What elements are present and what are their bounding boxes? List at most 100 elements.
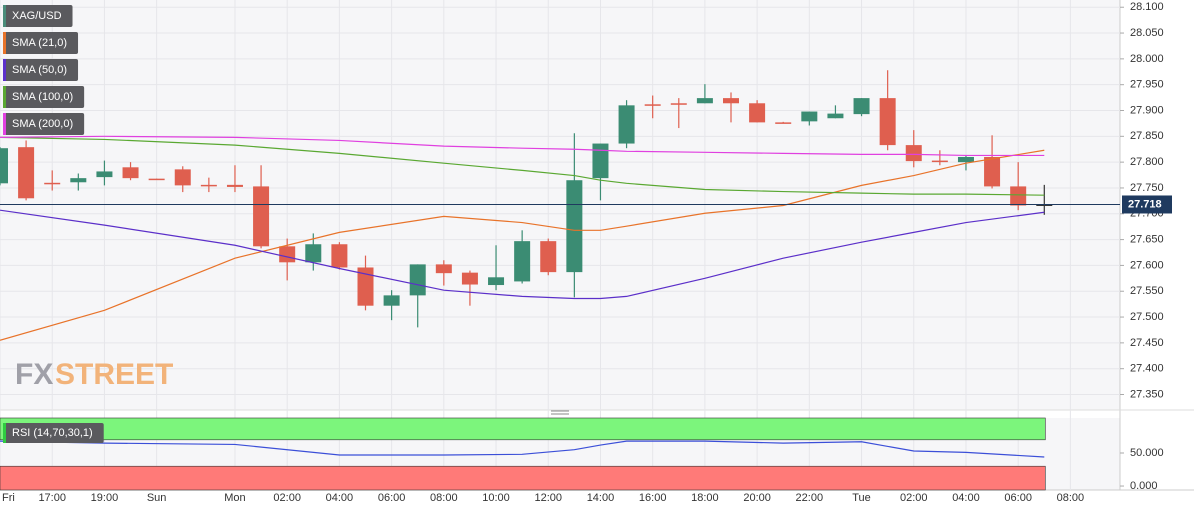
legend-swatch — [3, 5, 6, 27]
candle-body — [801, 111, 818, 122]
candle-body — [957, 156, 974, 163]
candle-body — [305, 244, 322, 263]
x-tick-label: Mon — [224, 492, 245, 504]
candle-body — [1010, 186, 1027, 206]
x-tick-label: 20:00 — [743, 492, 771, 504]
legend-item: SMA (50,0) — [3, 59, 79, 81]
y-tick-label: 27.800 — [1130, 156, 1164, 168]
candle-body — [905, 145, 922, 162]
y-tick-label: 27.400 — [1130, 363, 1164, 375]
x-tick-label: 17:00 — [38, 492, 66, 504]
y-tick-label: 28.000 — [1130, 53, 1164, 65]
candle-body — [409, 264, 426, 296]
y-tick-label: 27.450 — [1130, 337, 1164, 349]
legend-label: RSI (14,70,30,1) — [12, 427, 93, 439]
candle-body — [357, 267, 374, 306]
candle-body — [148, 178, 165, 181]
candle-body — [879, 98, 896, 146]
y-tick-label: 27.750 — [1130, 182, 1164, 194]
x-tick-label: 19:00 — [91, 492, 119, 504]
oversold-band — [0, 465, 1046, 491]
sma-line — [0, 136, 1045, 196]
y-tick-label: 27.350 — [1130, 388, 1164, 400]
x-tick-label: 10:00 — [482, 492, 510, 504]
legend-label: SMA (50,0) — [12, 64, 67, 76]
candle-body — [749, 103, 766, 123]
candle-body — [540, 241, 557, 273]
candle-body — [174, 169, 191, 186]
legend-item: SMA (200,0) — [3, 113, 85, 135]
legend-label: XAG/USD — [12, 10, 62, 22]
x-tick-label: Sun — [147, 492, 167, 504]
y-tick-label: 27.850 — [1130, 130, 1164, 142]
watermark-street: STREET — [55, 358, 173, 391]
candle-body — [670, 103, 687, 105]
legend-item: SMA (21,0) — [3, 32, 79, 54]
candle-body — [931, 160, 948, 163]
candle-body — [827, 113, 844, 119]
legend-swatch — [3, 59, 6, 81]
x-tick-label: Fri — [2, 492, 15, 504]
legend-label: SMA (100,0) — [12, 91, 73, 103]
overlay: 28.100 28.050 28.000 27.950 27.900 27.850 27.8… — [2, 1, 1172, 504]
x-tick-label: 04:00 — [952, 492, 980, 504]
candle-body — [696, 98, 713, 104]
x-tick-label: 18:00 — [691, 492, 719, 504]
candle-body — [644, 104, 661, 106]
candle-body — [383, 295, 400, 306]
candle-body — [461, 272, 478, 285]
candle-body — [253, 186, 270, 247]
y-tick-label: 27.500 — [1130, 311, 1164, 323]
x-tick-label: 02:00 — [900, 492, 928, 504]
candle-body — [122, 167, 139, 179]
candle-body — [488, 277, 505, 286]
y-tick-label: 27.650 — [1130, 234, 1164, 246]
legend-swatch — [3, 32, 6, 54]
x-tick-label: 08:00 — [430, 492, 458, 504]
separator-handle — [551, 410, 569, 415]
legend-item: XAG/USD — [3, 5, 73, 27]
y-tick-label: 27.900 — [1130, 104, 1164, 116]
sma-line — [0, 209, 1045, 300]
candle-body — [44, 182, 61, 185]
candle-body — [592, 143, 609, 179]
x-tick-label: 14:00 — [587, 492, 615, 504]
candle-body — [566, 180, 583, 273]
candle-body — [723, 98, 740, 104]
y-tick-label: 27.550 — [1130, 285, 1164, 297]
candle-body — [514, 241, 531, 282]
x-tick-label: 22:00 — [796, 492, 824, 504]
legend-box — [3, 113, 85, 135]
overbought-band — [0, 417, 1046, 441]
legend-swatch — [3, 113, 6, 135]
rsi-line — [0, 440, 1045, 458]
candle-body — [96, 171, 113, 178]
legend-box — [3, 423, 104, 443]
last-price-box — [1122, 195, 1172, 214]
x-tick-label: Tue — [852, 492, 871, 504]
price-panel — [0, 0, 1120, 410]
legend-box — [3, 5, 73, 27]
candle-body — [331, 244, 348, 268]
candle-body — [200, 184, 217, 187]
x-tick-label: 02:00 — [273, 492, 301, 504]
legend-label: SMA (200,0) — [12, 118, 73, 130]
candle-body — [226, 184, 243, 187]
candle-body — [775, 122, 792, 124]
legend-item: SMA (100,0) — [3, 86, 85, 108]
legend-swatch — [3, 86, 6, 108]
candle-body — [618, 105, 635, 144]
candle-body — [853, 98, 870, 115]
sma-line — [0, 149, 1045, 341]
candle-body — [1036, 204, 1053, 206]
legend-box — [3, 59, 79, 81]
y-tick-label: 28.100 — [1130, 1, 1164, 13]
candle-body — [435, 264, 452, 274]
sma-line — [0, 135, 1045, 157]
y-tick-label: 50.000 — [1130, 447, 1164, 459]
plot — [0, 70, 1120, 491]
x-tick-label: 04:00 — [326, 492, 354, 504]
grid — [0, 0, 1120, 490]
watermark-fx: FX — [15, 358, 53, 391]
